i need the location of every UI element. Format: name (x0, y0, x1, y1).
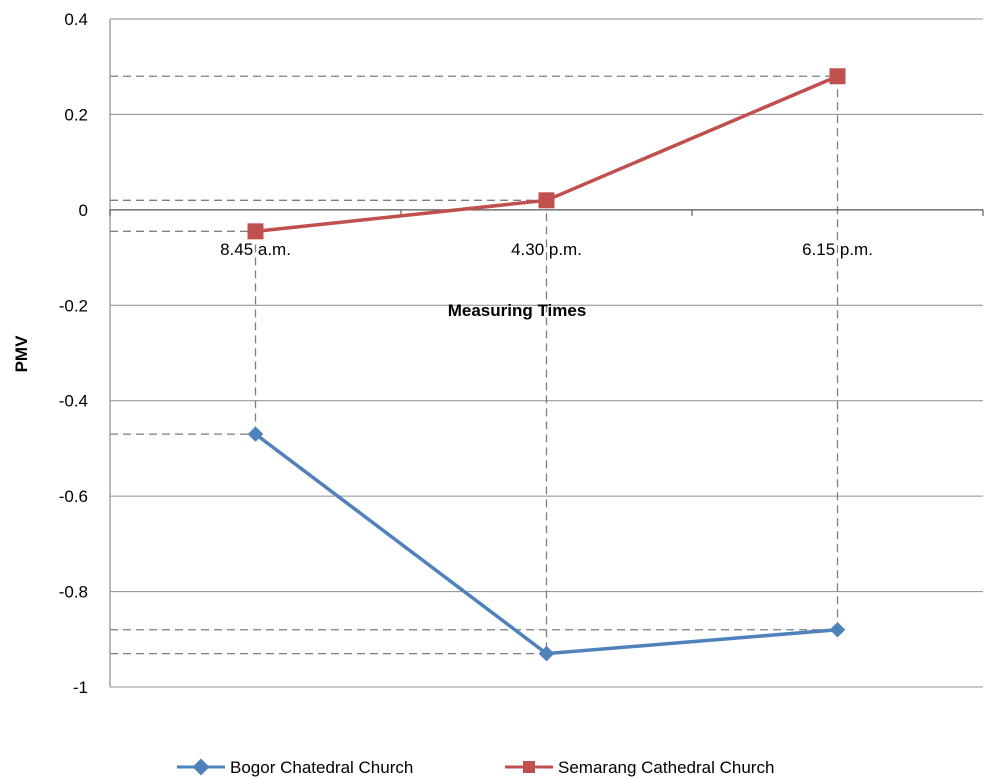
x-tick-label: 4.30 p.m. (511, 240, 582, 259)
y-tick-label: 0 (79, 201, 88, 220)
legend-marker-semarang (523, 761, 535, 773)
y-tick-label: -1 (73, 678, 88, 697)
legend-item-bogor: Bogor Chatedral Church (177, 758, 413, 777)
reference-dashed-lines (110, 75, 839, 655)
legend-label-bogor: Bogor Chatedral Church (230, 758, 413, 777)
x-tick-label: 8.45 a.m. (220, 240, 291, 259)
data-point-marker (538, 645, 555, 662)
legend: Bogor Chatedral Church Semarang Cathedra… (177, 758, 774, 777)
y-tick-label: -0.8 (59, 583, 88, 602)
data-point-marker (247, 223, 264, 240)
series-group (247, 68, 846, 662)
y-tick-labels: 0.4 0.2 0 -0.2 -0.4 -0.6 -0.8 -1 (59, 10, 88, 697)
y-tick-label: 0.4 (64, 10, 88, 29)
data-point-marker (829, 621, 846, 638)
y-tick-label: -0.4 (59, 392, 88, 411)
axes (109, 19, 984, 687)
data-point-marker (538, 192, 555, 209)
x-axis-title: Measuring Times (448, 301, 587, 320)
y-tick-label: -0.6 (59, 487, 88, 506)
gridlines (110, 18, 983, 688)
legend-item-semarang: Semarang Cathedral Church (505, 758, 774, 777)
data-point-marker (829, 68, 846, 85)
y-tick-label: -0.2 (59, 296, 88, 315)
x-tick-labels: 8.45 a.m. 4.30 p.m. 6.15 p.m. (220, 240, 873, 259)
y-tick-label: 0.2 (64, 105, 88, 124)
legend-label-semarang: Semarang Cathedral Church (558, 758, 774, 777)
legend-marker-bogor (192, 758, 210, 776)
x-tick-label: 6.15 p.m. (802, 240, 873, 259)
y-axis-title: PMV (12, 335, 31, 373)
